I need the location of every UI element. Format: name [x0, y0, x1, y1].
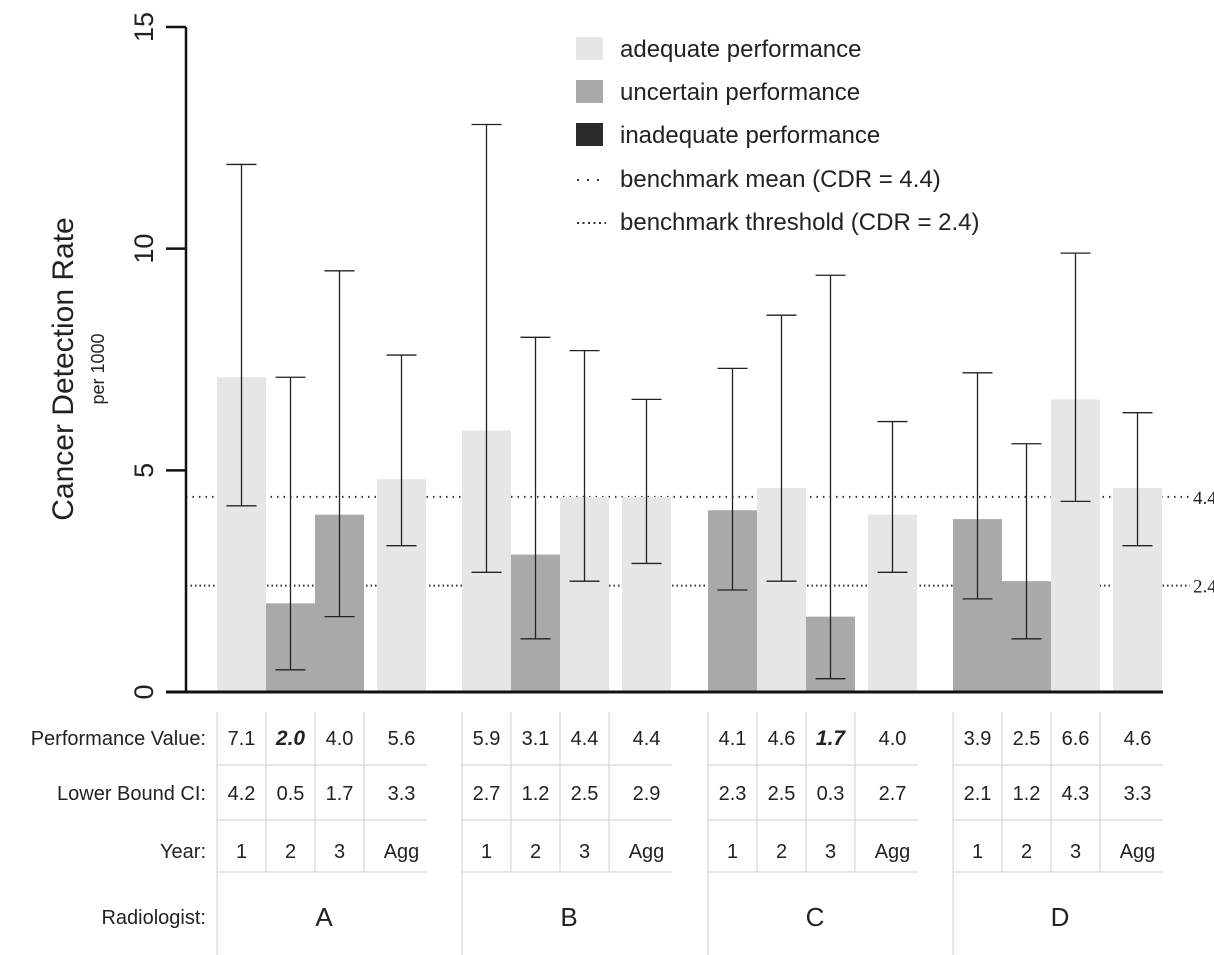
- performance-value-cell: 7.1: [228, 728, 256, 750]
- performance-value-cell: 4.4: [633, 728, 661, 750]
- lower-bound-cell: 2.1: [964, 783, 992, 805]
- row-label-value: Performance Value:: [31, 728, 206, 750]
- y-tick-label: 5: [129, 463, 159, 478]
- legend-label-threshold: benchmark threshold (CDR = 2.4): [620, 209, 979, 236]
- y-tick-label: 0: [129, 684, 159, 699]
- performance-value-cell: 4.0: [326, 728, 354, 750]
- lower-bound-cell: 0.5: [277, 783, 305, 805]
- lower-bound-cell: 2.9: [633, 783, 661, 805]
- year-cell: 1: [236, 841, 247, 863]
- year-cell: 1: [481, 841, 492, 863]
- year-cell: 3: [1070, 841, 1081, 863]
- benchmark-mean-label: 4.4: [1193, 488, 1214, 509]
- error-bars: [226, 123, 1153, 680]
- benchmark-threshold-label: 2.4: [1193, 577, 1214, 598]
- y-axis-title: Cancer Detection Rate: [47, 217, 80, 521]
- year-cell: 2: [285, 841, 296, 863]
- year-cell: 3: [334, 841, 345, 863]
- performance-value-cell: 1.7: [816, 727, 847, 750]
- radiologist-label-B: B: [560, 902, 577, 932]
- lower-bound-cell: 4.3: [1062, 783, 1090, 805]
- table-grid: [216, 712, 1163, 955]
- performance-value-cell: 3.9: [964, 728, 992, 750]
- lower-bound-cell: 4.2: [228, 783, 256, 805]
- lower-bound-cell: 2.5: [768, 783, 796, 805]
- data-table: Performance Value: Lower Bound CI: Year: Ra…: [31, 727, 1156, 932]
- performance-value-cell: 4.6: [768, 728, 796, 750]
- lower-bound-cell: 1.2: [522, 783, 550, 805]
- year-cell: 3: [825, 841, 836, 863]
- lower-bound-cell: 0.3: [817, 783, 845, 805]
- year-cell: 1: [972, 841, 983, 863]
- performance-value-cell: 5.9: [473, 728, 501, 750]
- row-label-group: Radiologist:: [101, 907, 206, 929]
- lower-bound-cell: 3.3: [1124, 783, 1152, 805]
- lower-bound-cell: 3.3: [388, 783, 416, 805]
- legend-label-uncertain: uncertain performance: [620, 79, 860, 106]
- year-cell: 2: [1021, 841, 1032, 863]
- lower-bound-cell: 2.5: [571, 783, 599, 805]
- lower-bound-cell: 1.7: [326, 783, 354, 805]
- legend-swatch-adequate: [576, 37, 603, 60]
- year-cell: Agg: [629, 841, 665, 863]
- legend-label-mean: benchmark mean (CDR = 4.4): [620, 166, 941, 193]
- lower-bound-cell: 2.7: [473, 783, 501, 805]
- legend-label-inadequate: inadequate performance: [620, 122, 880, 149]
- legend-swatch-inadequate: [576, 123, 603, 146]
- year-cell: Agg: [875, 841, 911, 863]
- y-axis-subtitle: per 1000: [88, 333, 108, 404]
- radiologist-label-C: C: [806, 902, 825, 932]
- performance-value-cell: 4.4: [571, 728, 599, 750]
- legend: adequate performance uncertain performanc…: [576, 36, 979, 236]
- radiologist-label-A: A: [315, 902, 333, 932]
- year-cell: 2: [530, 841, 541, 863]
- performance-value-cell: 3.1: [522, 728, 550, 750]
- row-label-lower: Lower Bound CI:: [57, 783, 206, 805]
- year-cell: 3: [579, 841, 590, 863]
- performance-value-cell: 6.6: [1062, 728, 1090, 750]
- bars: [217, 377, 1162, 692]
- performance-value-cell: 4.0: [879, 728, 907, 750]
- performance-value-cell: 2.0: [275, 727, 306, 750]
- lower-bound-cell: 2.7: [879, 783, 907, 805]
- year-cell: 2: [776, 841, 787, 863]
- performance-value-cell: 2.5: [1013, 728, 1041, 750]
- legend-swatch-uncertain: [576, 80, 603, 103]
- year-cell: Agg: [1120, 841, 1156, 863]
- performance-value-cell: 4.1: [719, 728, 747, 750]
- lower-bound-cell: 2.3: [719, 783, 747, 805]
- performance-value-cell: 4.6: [1124, 728, 1152, 750]
- legend-label-adequate: adequate performance: [620, 36, 862, 63]
- lower-bound-cell: 1.2: [1013, 783, 1041, 805]
- performance-value-cell: 5.6: [388, 728, 416, 750]
- axes: 0 5 10 15 Cancer Detection Rate per 1000: [47, 12, 1163, 700]
- radiologist-label-D: D: [1051, 902, 1070, 932]
- row-label-year: Year:: [160, 841, 206, 863]
- year-cell: 1: [727, 841, 738, 863]
- y-tick-label: 10: [129, 234, 159, 264]
- year-cell: Agg: [384, 841, 420, 863]
- y-tick-label: 15: [129, 12, 159, 42]
